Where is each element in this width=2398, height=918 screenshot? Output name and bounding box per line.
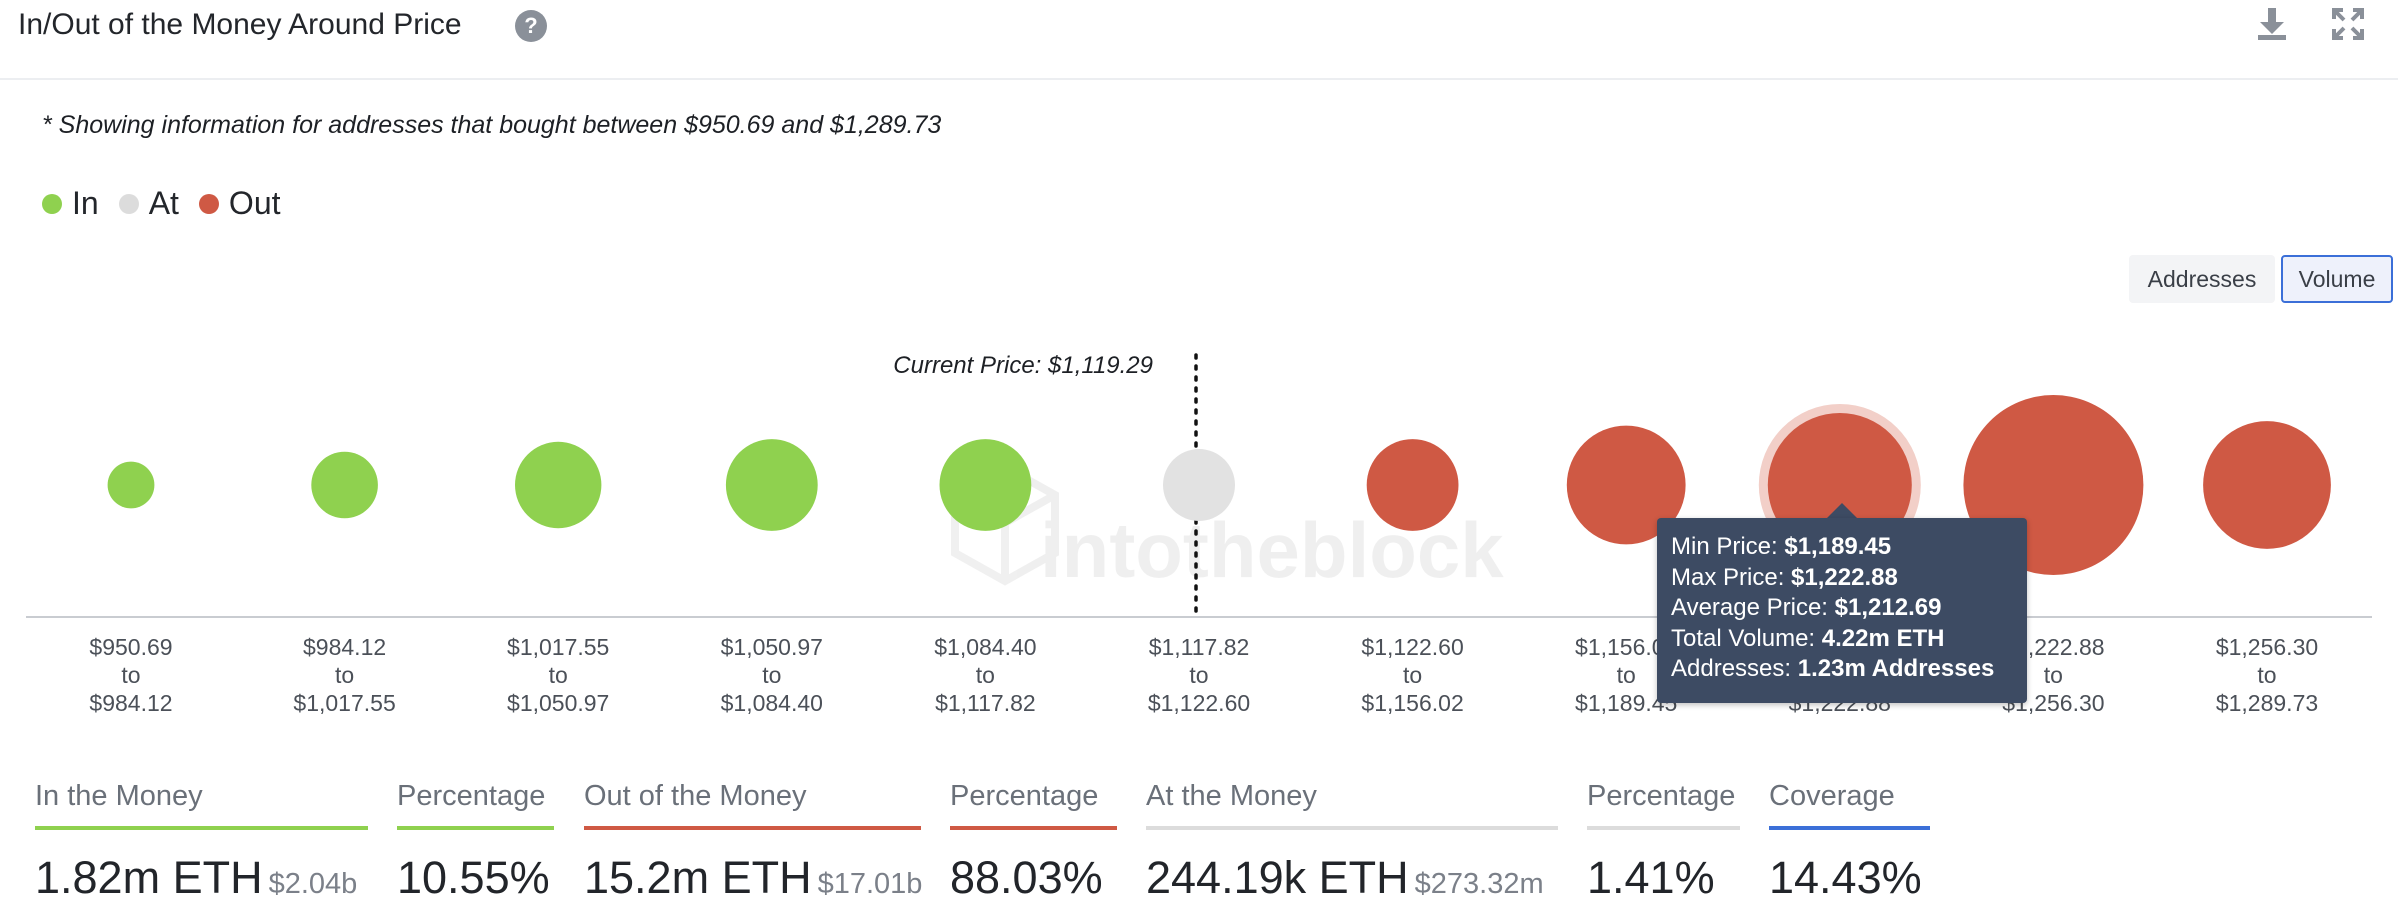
legend-label-at: At xyxy=(148,185,179,221)
x-tick-label: to xyxy=(2044,662,2063,688)
stat-coverage: Coverage 14.43% xyxy=(1769,780,1930,904)
x-tick-label: $1,122.60 xyxy=(1148,690,1250,716)
stat-in-percentage: Percentage 10.55% xyxy=(397,780,554,904)
stat-value: 10.55% xyxy=(397,852,550,903)
stat-bar xyxy=(397,826,554,830)
legend-label-in: In xyxy=(72,185,99,221)
x-tick-label: to xyxy=(1403,662,1422,688)
x-tick-label: $984.12 xyxy=(303,634,386,660)
tooltip-average-price: Average Price: $1,212.69 xyxy=(1671,594,1942,621)
tooltip-arrow xyxy=(1826,503,1858,519)
x-tick-label: $1,156.02 xyxy=(1361,690,1463,716)
bubble-in-4 xyxy=(939,439,1032,531)
stat-label: Out of the Money xyxy=(584,780,807,812)
x-tick-label: $1,050.97 xyxy=(507,690,609,716)
stat-bar xyxy=(35,826,368,830)
widget-title: In/Out of the Money Around Price xyxy=(18,8,462,41)
x-tick-label: $1,084.40 xyxy=(721,690,823,716)
stat-label: At the Money xyxy=(1146,780,1317,812)
bubble-tooltip: Min Price: $1,189.45 Max Price: $1,222.8… xyxy=(1657,518,2027,703)
bubble-out-6 xyxy=(1366,439,1459,531)
stat-bar xyxy=(1146,826,1558,830)
stat-value: 15.2m ETH $17.01b xyxy=(584,852,923,903)
legend-dot-at xyxy=(118,193,139,214)
summary-stats: In the Money 1.82m ETH $2.04b Percentage … xyxy=(0,780,2398,918)
tooltip-addresses: Addresses: 1.23m Addresses xyxy=(1671,655,1995,682)
stat-value: 14.43% xyxy=(1769,852,1922,903)
x-tick-label: $950.69 xyxy=(89,634,172,660)
x-tick-label: $1,117.82 xyxy=(1149,634,1250,660)
legend-item-in[interactable]: In xyxy=(42,185,99,222)
stat-value: 1.41% xyxy=(1587,852,1715,903)
x-tick-label: $1,084.40 xyxy=(934,634,1036,660)
stat-bar xyxy=(950,826,1117,830)
x-tick-label: to xyxy=(762,662,781,688)
x-tick-label: to xyxy=(1617,662,1636,688)
legend-label-out: Out xyxy=(228,185,281,221)
x-tick-label: $1,122.60 xyxy=(1361,634,1463,660)
stat-label: In the Money xyxy=(35,780,203,812)
bubble-in-1 xyxy=(311,451,378,519)
stat-bar xyxy=(1587,826,1740,830)
stat-label: Percentage xyxy=(1587,780,1736,812)
question-circle-icon[interactable]: ? xyxy=(515,10,547,42)
tooltip-max-price: Max Price: $1,222.88 xyxy=(1671,563,1898,591)
stat-value: 1.82m ETH $2.04b xyxy=(35,852,358,903)
bubble-out-7 xyxy=(1566,425,1686,545)
bubble-in-2 xyxy=(515,441,602,529)
stat-in-the-money: In the Money 1.82m ETH $2.04b xyxy=(35,780,368,904)
stat-label: Percentage xyxy=(950,780,1099,812)
range-note: * Showing information for addresses that… xyxy=(42,111,942,139)
x-tick-label: to xyxy=(121,662,140,688)
stat-at-the-money: At the Money 244.19k ETH $273.32m xyxy=(1146,780,1558,904)
x-tick-label: to xyxy=(2257,662,2276,688)
legend-item-out[interactable]: Out xyxy=(198,185,281,222)
legend-dot-out xyxy=(198,193,219,214)
addresses-toggle-button[interactable]: Addresses xyxy=(2129,255,2275,303)
download-icon[interactable] xyxy=(2252,4,2292,44)
x-tick-label: $1,017.55 xyxy=(507,634,609,660)
stat-at-percentage: Percentage 1.41% xyxy=(1587,780,1740,904)
x-tick-label: $984.12 xyxy=(89,690,172,716)
chart-legend: In At Out xyxy=(42,185,301,222)
legend-item-at[interactable]: At xyxy=(118,185,179,222)
x-tick-label: $1,050.97 xyxy=(721,634,823,660)
tooltip-total-volume: Total Volume: 4.22m ETH xyxy=(1671,624,1945,652)
stat-out-percentage: Percentage 88.03% xyxy=(950,780,1117,904)
x-tick-label: $1,289.73 xyxy=(2216,690,2318,716)
x-tick-label: to xyxy=(335,662,354,688)
x-tick-label: to xyxy=(976,662,995,688)
stat-label: Percentage xyxy=(397,780,546,812)
x-tick-label: to xyxy=(1189,662,1208,688)
stat-out-of-the-money: Out of the Money 15.2m ETH $17.01b xyxy=(584,780,923,904)
legend-dot-in xyxy=(42,193,62,214)
tooltip-min-price: Min Price: $1,189.45 xyxy=(1671,533,1892,560)
stat-bar xyxy=(1769,826,1930,830)
bubble-out-10 xyxy=(2203,421,2331,549)
bubble-at-5 xyxy=(1163,449,1235,521)
current-price-label: Current Price: $1,119.29 xyxy=(893,352,1153,379)
stat-value: 88.03% xyxy=(950,852,1103,903)
x-tick-label: to xyxy=(549,662,568,688)
stat-value: 244.19k ETH $273.32m xyxy=(1146,852,1544,903)
stat-bar xyxy=(584,826,921,830)
volume-toggle-button[interactable]: Volume xyxy=(2281,255,2393,303)
stat-label: Coverage xyxy=(1769,780,1895,812)
x-tick-label: $1,256.30 xyxy=(2216,634,2318,660)
widget-header: In/Out of the Money Around Price ? xyxy=(0,0,2398,80)
x-tick-label: $1,017.55 xyxy=(293,690,395,716)
x-tick-label: $1,117.82 xyxy=(935,690,1036,716)
bubble-in-0 xyxy=(107,461,155,509)
bubble-in-3 xyxy=(725,439,818,531)
expand-icon[interactable] xyxy=(2330,6,2366,42)
